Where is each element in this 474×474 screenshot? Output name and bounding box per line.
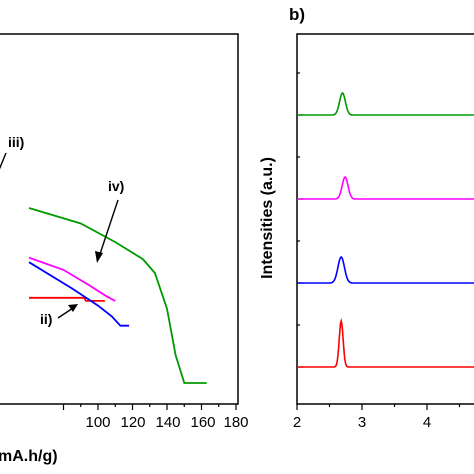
b-series-line-1 xyxy=(297,91,474,116)
a-series-line-1 xyxy=(29,296,105,302)
panel-b-x-ticks xyxy=(296,404,461,410)
a-series-line-3 xyxy=(28,261,130,327)
panel-a: 100 120 140 160 180 mA.h/g) iii) iv) ii) xyxy=(0,33,249,465)
annotation-ii-label: ii) xyxy=(40,311,52,327)
panel-b-y-ticks xyxy=(297,72,303,368)
b-series-line-4 xyxy=(297,317,474,368)
panel-b-label: b) xyxy=(289,5,305,24)
a-series-line-2 xyxy=(28,256,116,302)
annotation-iii: iii) xyxy=(0,134,24,170)
annotation-ii: ii) xyxy=(40,304,78,327)
a-x-tick-label-140: 140 xyxy=(155,414,180,431)
panel-a-x-ticks xyxy=(62,404,237,410)
annotation-ii-arrow xyxy=(57,307,74,319)
b-series-line-3 xyxy=(297,255,474,284)
panel-b-frame xyxy=(296,33,474,405)
annotation-iv-label: iv) xyxy=(108,178,124,194)
a-x-tick-label-100: 100 xyxy=(85,414,110,431)
a-x-tick-label-120: 120 xyxy=(120,414,145,431)
panel-a-x-tick-labels: 100 120 140 160 180 xyxy=(85,414,248,431)
panel-b-series xyxy=(297,91,474,368)
annotation-iv-arrowhead xyxy=(95,251,103,263)
annotation-iii-label: iii) xyxy=(8,134,24,150)
panel-a-frame xyxy=(0,33,239,405)
a-x-tick-label-160: 160 xyxy=(190,414,215,431)
panel-b-x-tick-labels: 2 3 4 xyxy=(293,414,431,431)
b-series-line-2 xyxy=(297,175,474,200)
panel-a-series xyxy=(28,207,207,384)
a-x-tick-label-180: 180 xyxy=(223,414,248,431)
b-x-tick-label-3: 3 xyxy=(358,414,366,431)
annotation-iv: iv) xyxy=(95,178,124,263)
annotation-iv-arrow xyxy=(98,199,119,258)
annotation-iii-arrow xyxy=(0,152,7,170)
panel-b-y-axis-title: Intensities (a.u.) xyxy=(259,157,276,279)
panel-b: b) 2 3 4 Intensities (a.u.) xyxy=(259,5,474,431)
a-series-line-4 xyxy=(28,207,207,384)
panel-a-x-axis-title: mA.h/g) xyxy=(0,448,58,465)
annotation-ii-arrowhead xyxy=(68,304,78,312)
b-x-tick-label-4: 4 xyxy=(423,414,431,431)
b-x-tick-label-2: 2 xyxy=(293,414,301,431)
